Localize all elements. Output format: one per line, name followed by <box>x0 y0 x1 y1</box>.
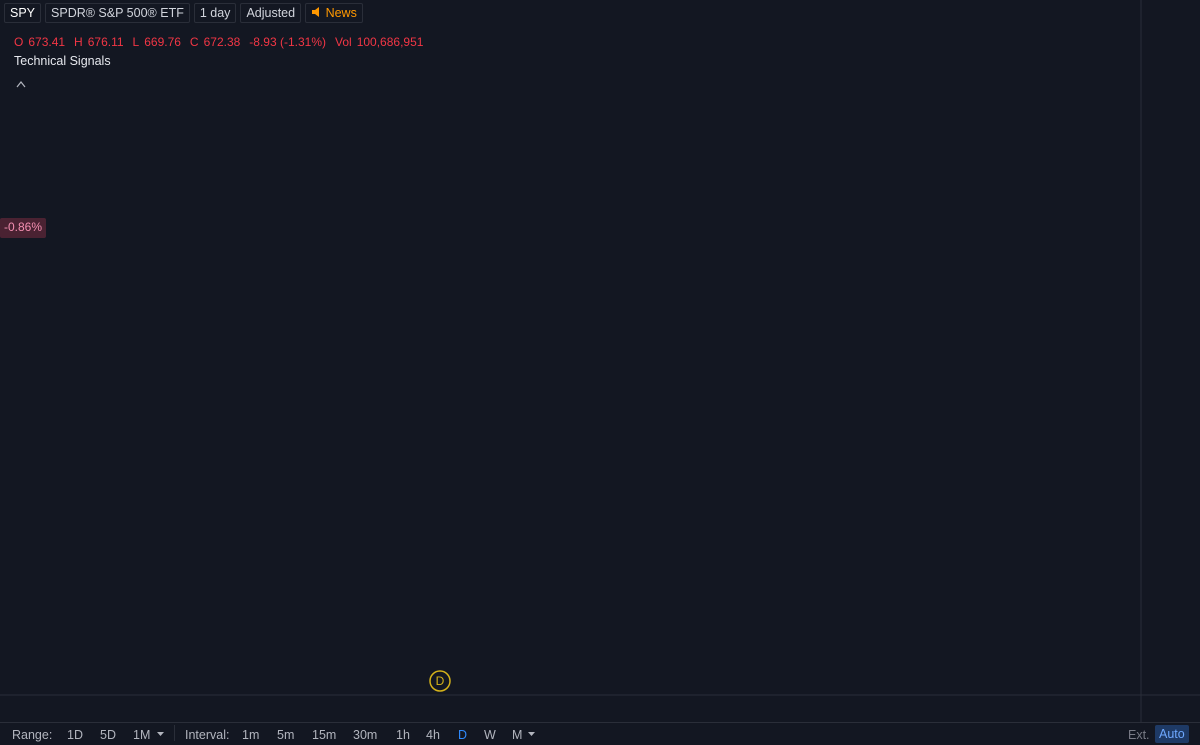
dividend-label[interactable]: D <box>436 674 445 688</box>
news-icon <box>312 7 320 17</box>
volume-value: 100,686,951 <box>356 35 424 49</box>
ohlc-letter: L <box>132 35 140 49</box>
ohlc-value: 672.38 <box>203 35 241 49</box>
interval-button[interactable]: 15m <box>312 728 337 742</box>
percent-tag-box <box>0 218 46 238</box>
interval-button[interactable]: D <box>458 728 468 742</box>
range-button[interactable]: 1D <box>67 728 83 742</box>
chart: -0.86% D <box>0 0 1200 722</box>
instrument-name[interactable]: SPDR® S&P 500® ETF <box>45 3 190 23</box>
range-title: Range: <box>12 728 53 742</box>
collapse-caret[interactable] <box>16 81 26 88</box>
interval-button[interactable]: 30m <box>353 728 378 742</box>
chart-background <box>0 0 1200 722</box>
interval-caret[interactable] <box>528 732 535 737</box>
interval-button[interactable]: W <box>484 728 496 742</box>
interval-title: Interval: <box>185 728 230 742</box>
interval-button[interactable]: M <box>512 728 523 742</box>
auto-button[interactable]: Auto <box>1155 725 1189 743</box>
separator <box>174 725 175 741</box>
news-label[interactable]: News <box>325 6 357 20</box>
interval[interactable]: 1 day <box>193 3 237 23</box>
change: -8.93 (-1.31%) <box>249 35 326 49</box>
adjustment[interactable]: Adjusted <box>240 3 302 23</box>
ohlc-legend: O 673.41 H 676.11 L 669.76 C 672.38 -8.93 (-… <box>14 35 423 49</box>
ohlc-value: 669.76 <box>144 35 181 49</box>
dividend-circle[interactable] <box>429 670 451 692</box>
dividend-marker[interactable]: D <box>429 670 451 692</box>
range-button[interactable]: 5D <box>100 728 116 742</box>
percent-tag-text: -0.86% <box>4 220 42 234</box>
news-button[interactable]: News <box>305 3 363 23</box>
ohlc-value: 673.41 <box>28 35 66 49</box>
ohlc-letter: C <box>189 35 199 49</box>
interval-button[interactable]: 1m <box>242 728 260 742</box>
range-caret[interactable] <box>157 732 164 737</box>
percent-tag: -0.86% <box>0 218 46 238</box>
symbol[interactable]: SPY <box>4 3 42 23</box>
technical-signals[interactable]: Technical Signals <box>14 54 111 68</box>
range-button[interactable]: 1M <box>133 728 151 742</box>
interval-button[interactable]: 4h <box>426 728 440 742</box>
interval-button[interactable]: 1h <box>396 728 410 742</box>
ext-button[interactable]: Ext. <box>1128 728 1150 742</box>
ohlc-value: 676.11 <box>87 35 124 49</box>
volume-title: Vol <box>335 35 352 49</box>
ohlc-letter: H <box>74 35 83 49</box>
interval-button[interactable]: 5m <box>277 728 295 742</box>
ohlc-letter: O <box>14 35 24 49</box>
bottom-toolbar: Range: 1D 5D 1M Interval: 1m 5m 15m 30m … <box>0 722 1200 745</box>
header: SPY SPDR® S&P 500® ETF 1 day Adjusted Ne… <box>4 3 363 23</box>
